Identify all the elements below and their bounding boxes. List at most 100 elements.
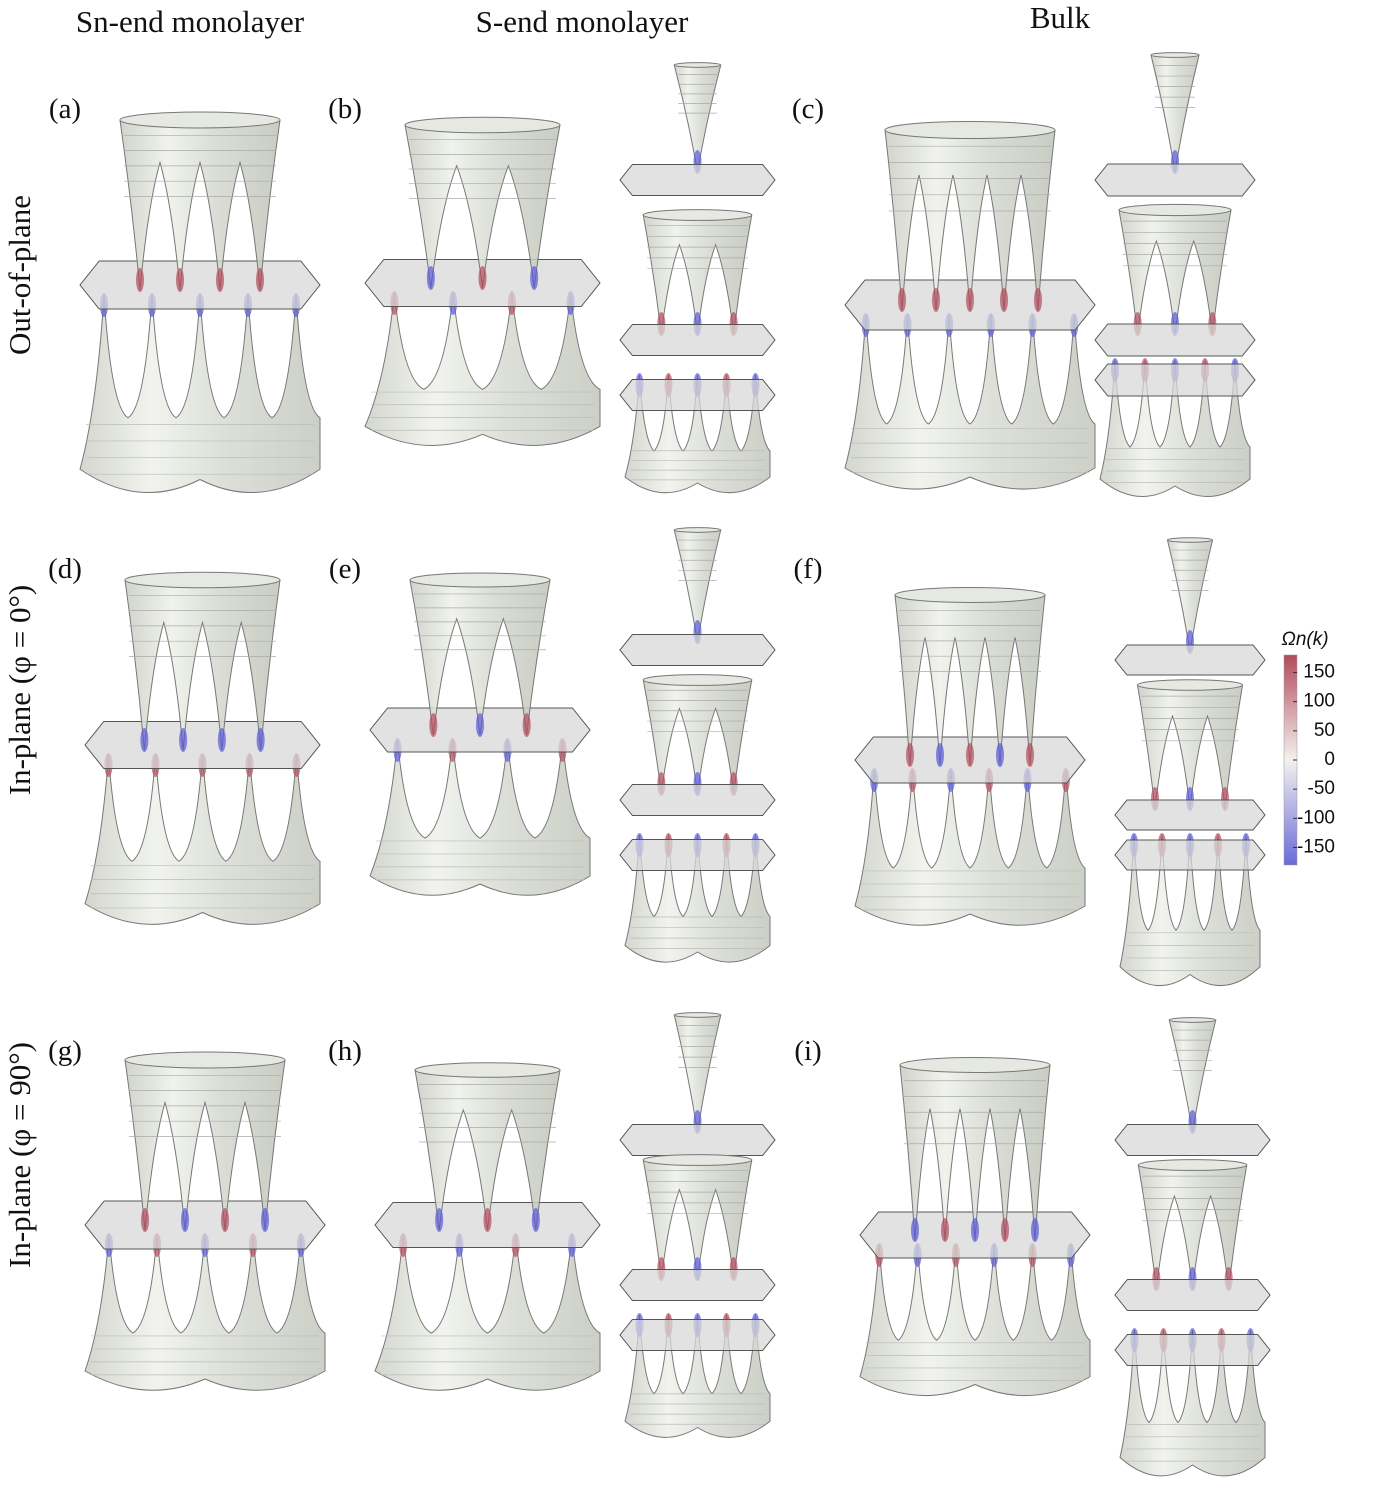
tip xyxy=(140,728,148,752)
surface xyxy=(410,580,550,735)
panel-label: (e) xyxy=(329,553,361,585)
surfaces xyxy=(80,53,1270,1476)
tip xyxy=(532,1208,540,1232)
rim xyxy=(1169,1018,1216,1023)
tip xyxy=(530,266,538,290)
tip xyxy=(256,268,264,292)
surface xyxy=(860,1245,1090,1396)
row-label: In-plane (φ = 90°) xyxy=(2,1042,37,1268)
plane xyxy=(620,840,775,871)
surface xyxy=(365,293,600,445)
tip xyxy=(523,713,531,737)
surface xyxy=(855,770,1085,925)
tip xyxy=(136,268,144,292)
plane xyxy=(1115,800,1265,830)
rim xyxy=(674,1013,721,1018)
tip xyxy=(476,713,484,737)
tip xyxy=(1034,288,1042,312)
tip xyxy=(971,1218,979,1242)
tip xyxy=(906,743,914,767)
plane xyxy=(1115,1280,1270,1311)
column-header: Bulk xyxy=(1030,0,1091,35)
rim xyxy=(895,588,1045,603)
rim xyxy=(900,1058,1050,1073)
plane xyxy=(620,1320,775,1351)
row-label: Out-of-plane xyxy=(2,195,37,355)
surface xyxy=(405,125,560,288)
plane xyxy=(85,1201,325,1249)
colorbar-tick-label: 0 xyxy=(1324,749,1335,770)
surface xyxy=(85,755,320,924)
tip xyxy=(941,1218,949,1242)
tip xyxy=(479,266,487,290)
rim xyxy=(405,117,560,133)
panel-label: (h) xyxy=(328,1035,362,1067)
tip xyxy=(932,288,940,312)
rim xyxy=(410,573,550,587)
colorbar-tick-label: -50 xyxy=(1308,778,1335,799)
colorbar-label: Ωn(k) xyxy=(1281,629,1328,650)
colorbar-tick-label: -150 xyxy=(1297,837,1335,858)
panel-label: (f) xyxy=(794,553,823,585)
plane xyxy=(1095,164,1255,196)
tip xyxy=(141,1208,149,1232)
tip xyxy=(1001,1218,1009,1242)
plane xyxy=(1115,840,1265,870)
plane xyxy=(620,1125,775,1156)
colorbar-tick-label: 150 xyxy=(1303,662,1335,683)
tip xyxy=(257,728,265,752)
plane xyxy=(620,785,775,816)
panel-label: (g) xyxy=(48,1035,82,1067)
row-label: In-plane (φ = 0°) xyxy=(2,585,37,795)
tip xyxy=(218,728,226,752)
panel-label: (d) xyxy=(48,553,82,585)
rim xyxy=(674,528,721,533)
tip xyxy=(898,288,906,312)
colorbar-tick-label: 50 xyxy=(1314,720,1335,741)
surface xyxy=(85,1235,325,1390)
tip xyxy=(484,1208,492,1232)
surface xyxy=(375,1235,600,1390)
plane xyxy=(620,1270,775,1301)
plane xyxy=(620,165,775,196)
surface xyxy=(415,1070,560,1230)
tip xyxy=(179,728,187,752)
plane xyxy=(1115,1125,1270,1156)
rim xyxy=(674,63,721,68)
panel-label: (a) xyxy=(49,93,81,125)
rim xyxy=(643,210,752,221)
rim xyxy=(1119,204,1231,215)
colorbar-tick-label: -100 xyxy=(1297,807,1335,828)
tip xyxy=(216,268,224,292)
plane xyxy=(620,325,775,356)
tip xyxy=(435,1208,443,1232)
column-header: Sn-end monolayer xyxy=(76,4,305,39)
column-header: S-end monolayer xyxy=(476,4,689,39)
tip xyxy=(181,1208,189,1232)
rim xyxy=(125,572,280,588)
colorbar-tick-label: 100 xyxy=(1303,691,1335,712)
panel-label: (i) xyxy=(794,1035,821,1067)
tip xyxy=(1031,1218,1039,1242)
tip xyxy=(1000,288,1008,312)
plane xyxy=(1095,364,1255,396)
rim xyxy=(643,675,752,686)
tip xyxy=(176,268,184,292)
plane xyxy=(1115,1335,1270,1366)
plane xyxy=(80,261,320,309)
panel-label: (b) xyxy=(328,93,362,125)
surface xyxy=(80,295,320,493)
rim xyxy=(1138,1160,1247,1171)
surface xyxy=(370,740,590,895)
plane xyxy=(620,635,775,666)
rim xyxy=(125,1052,285,1068)
tip xyxy=(221,1208,229,1232)
plane xyxy=(620,380,775,411)
tip xyxy=(996,743,1004,767)
rim xyxy=(643,1155,752,1166)
tip xyxy=(966,288,974,312)
tip xyxy=(429,713,437,737)
rim xyxy=(415,1063,560,1078)
tip xyxy=(966,743,974,767)
tip xyxy=(1026,743,1034,767)
